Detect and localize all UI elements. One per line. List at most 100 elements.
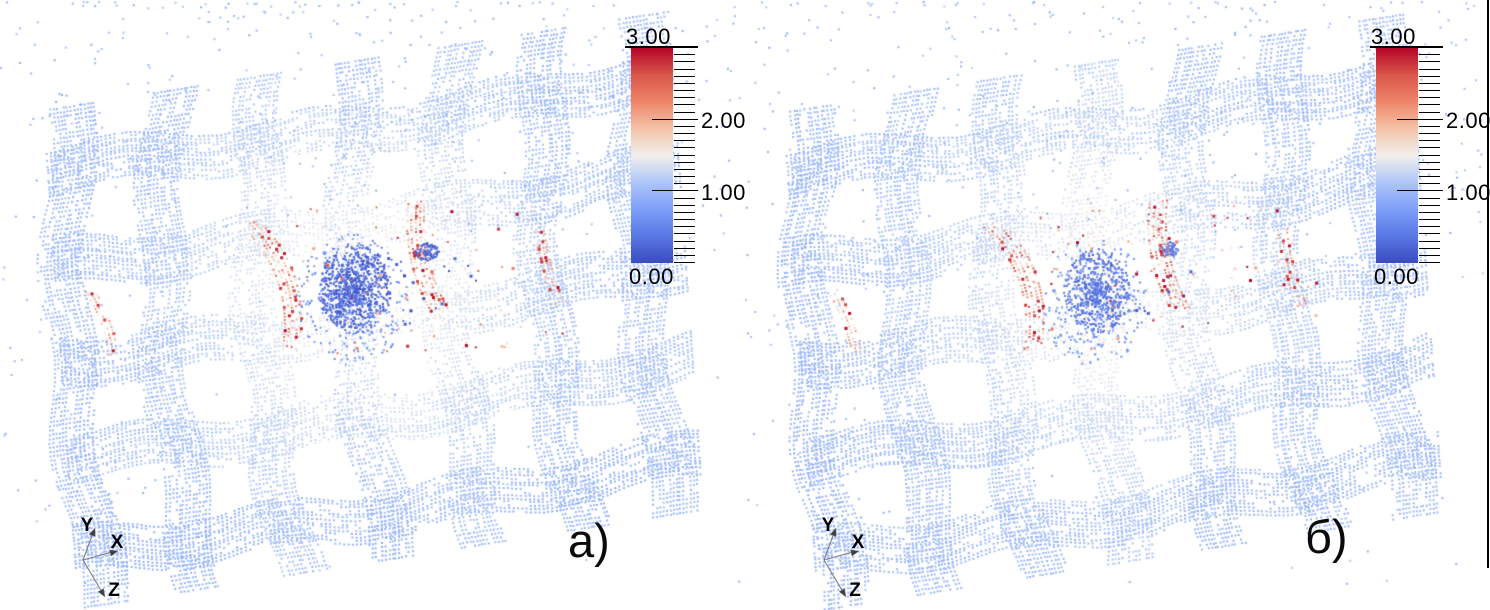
axes-widget-a: Y X Z [81,515,124,601]
y-axis-arrowhead [829,527,837,537]
colorbar-minor-tick [674,211,695,213]
colorbar-minor-tick [674,147,695,149]
x-axis-arrow [823,551,854,561]
colorbar-minor-tick [674,68,695,70]
y-axis-arrow [82,532,94,561]
x-axis-arrowhead [850,549,860,557]
colorbar-tick-label-1-a: 1.00 [701,180,746,205]
colorbar-minor-tick [1419,61,1440,63]
colorbar-minor-tick [1419,176,1440,177]
colorbar-minor-tick [1419,197,1440,199]
colorbar-major-tick [1397,118,1443,120]
colorbar-major-tick [652,190,698,192]
colorbar-topline-a [625,46,698,48]
colorbar-minor-tick [1419,254,1440,256]
colorbar-tick-label-1-b: 1.00 [1446,180,1490,205]
colorbar-minor-tick [1419,111,1440,113]
colorbar-minor-tick [1419,168,1440,170]
colorbar-minor-tick [1419,97,1440,99]
colorbar-minor-tick [674,97,695,99]
colorbar-min-label-b: 0.00 [1374,264,1419,289]
colorbar-minor-tick [674,247,695,249]
colorbar-min-label-a: 0.00 [629,264,674,289]
colorbar-minor-tick [674,61,695,63]
colorbar-max-label-a: 3.00 [626,24,671,49]
y-axis-arrow [823,532,835,561]
colorbar-minor-tick [674,82,695,84]
colorbar-minor-tick [674,54,695,56]
colorbar-minor-tick [1419,104,1440,106]
colorbar-minor-tick [674,226,695,228]
colorbar-minor-tick [674,240,695,242]
colorbar-minor-tick [1419,219,1440,220]
colorbar-minor-tick [674,254,695,256]
colorbar-minor-tick [1419,125,1440,127]
z-axis-arrow [823,559,844,593]
colorbar-minor-tick [1419,82,1440,84]
y-axis-label: Y [822,515,835,536]
colorbar-minor-tick [1419,247,1440,249]
colorbar-minor-tick [674,161,695,163]
colorbar-minor-tick [674,140,695,142]
colorbar-minor-tick [674,204,695,206]
colorbar-minor-tick [1419,262,1440,263]
colorbar-minor-tick [1419,75,1440,77]
axes-widget-b: Y X Z [822,515,865,601]
colorbar-gradient-b [1376,48,1418,263]
colorbar-tick-label-2-a: 2.00 [701,108,746,133]
x-axis-label: X [111,532,124,553]
colorbar-topline-b [1370,46,1443,48]
panel-label-a: а) [568,514,610,567]
colorbar-minor-tick [1419,211,1440,213]
colorbar-minor-tick [674,104,695,106]
colorbar-minor-tick [1419,90,1440,91]
colorbar-minor-tick [1419,233,1440,235]
colorbar-minor-tick [1419,140,1440,142]
z-axis-label: Z [108,580,120,601]
colorbar-minor-tick [674,154,695,156]
x-axis-label: X [852,532,865,553]
colorbar-minor-tick [1419,204,1440,206]
colorbar-minor-tick [674,219,695,220]
colorbar-minor-tick [1419,154,1440,156]
z-axis-arrow [82,559,103,593]
panel-b: 3.00 2.00 1.00 0.00 Y X Z б) [745,0,1490,610]
colorbar-tick-label-2-b: 2.00 [1446,108,1490,133]
colorbar-minor-tick [674,176,695,177]
z-axis-arrowhead [97,588,106,598]
pointcloud-canvas-a [0,0,745,610]
figure-right-border-line [1487,0,1489,568]
y-axis-arrowhead [88,527,96,537]
colorbar-minor-tick [1419,133,1440,134]
colorbar-max-label-b: 3.00 [1371,24,1416,49]
colorbar-gradient-a [631,48,673,263]
colorbar-minor-tick [674,75,695,77]
colorbar-minor-tick [674,168,695,170]
colorbar-minor-tick [674,233,695,235]
colorbar-minor-tick [674,262,695,263]
colorbar-minor-tick [674,197,695,199]
colorbar-minor-tick [674,90,695,91]
z-axis-label: Z [849,580,861,601]
colorbar-minor-tick [1419,147,1440,149]
colorbar-minor-tick [674,111,695,113]
colorbar-minor-tick [1419,68,1440,70]
x-axis-arrowhead [109,549,119,557]
colorbar-minor-tick [1419,226,1440,228]
z-axis-arrowhead [838,588,847,598]
colorbar-minor-tick [674,125,695,127]
panel-label-b: б) [1305,510,1348,563]
x-axis-arrow [82,551,113,561]
colorbar-major-tick [652,118,698,120]
colorbar-major-tick [1397,190,1443,192]
colorbar-minor-tick [1419,240,1440,242]
colorbar-minor-tick [1419,54,1440,56]
colorbar-minor-tick [1419,161,1440,163]
colorbar-minor-tick [1419,183,1440,185]
colorbar-minor-tick [674,183,695,185]
pointcloud-canvas-b [745,0,1490,610]
colorbar-minor-tick [674,133,695,134]
panel-a: 3.00 2.00 1.00 0.00 Y X Z а) [0,0,745,610]
y-axis-label: Y [81,515,94,536]
